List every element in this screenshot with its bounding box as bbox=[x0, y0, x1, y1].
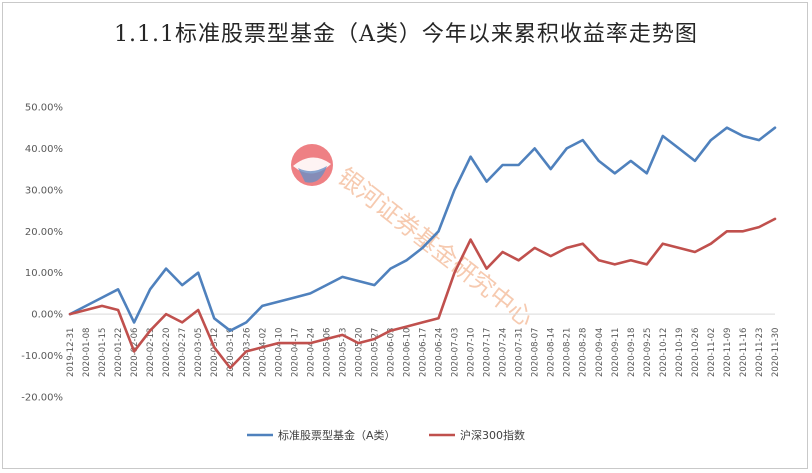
x-tick-label: 2020-08-28 bbox=[579, 328, 589, 377]
y-tick-label: -10.00% bbox=[21, 351, 63, 362]
x-tick-label: 2020-08-07 bbox=[531, 328, 541, 377]
watermark: 银河证券基金研究中心 bbox=[291, 144, 539, 332]
x-tick-label: 2020-11-09 bbox=[723, 328, 733, 377]
x-tick-label: 2020-02-13 bbox=[146, 328, 156, 377]
x-tick-label: 2020-03-05 bbox=[194, 328, 204, 377]
x-tick-label: 2020-02-20 bbox=[162, 328, 172, 377]
x-tick-label: 2020-10-19 bbox=[675, 328, 685, 377]
x-tick-label: 2020-09-18 bbox=[627, 328, 637, 377]
y-tick-label: 20.00% bbox=[25, 227, 63, 238]
x-tick-label: 2020-02-27 bbox=[178, 328, 188, 377]
x-tick-label: 2020-04-24 bbox=[306, 328, 316, 377]
y-tick-label: 10.00% bbox=[25, 268, 63, 279]
x-tick-label: 2020-01-15 bbox=[98, 328, 108, 377]
x-tick-label: 2020-06-24 bbox=[435, 328, 445, 377]
x-tick-label: 2020-04-10 bbox=[274, 328, 284, 377]
x-tick-label: 2020-10-12 bbox=[659, 328, 669, 377]
x-tick-label: 2020-02-06 bbox=[130, 328, 140, 377]
y-tick-label: 40.00% bbox=[25, 144, 63, 155]
x-tick-label: 2020-10-26 bbox=[691, 328, 701, 377]
x-tick-label: 2020-08-14 bbox=[547, 328, 557, 377]
x-tick-label: 2020-08-21 bbox=[563, 328, 573, 377]
x-tick-label: 2020-05-27 bbox=[370, 328, 380, 377]
x-tick-label: 2020-03-19 bbox=[226, 328, 236, 377]
x-tick-label: 2020-04-17 bbox=[290, 328, 300, 377]
x-tick-label: 2020-11-16 bbox=[739, 328, 749, 377]
y-tick-label: 0.00% bbox=[31, 310, 63, 321]
x-tick-label: 2020-03-12 bbox=[210, 328, 220, 377]
y-tick-label: 30.00% bbox=[25, 185, 63, 196]
legend-label-1: 标准股票型基金（A类） bbox=[278, 428, 396, 442]
y-tick-label: 50.00% bbox=[25, 103, 63, 114]
x-tick-label: 2020-11-02 bbox=[707, 328, 717, 377]
x-tick-label: 2020-05-13 bbox=[338, 328, 348, 377]
watermark-logo-icon bbox=[291, 144, 333, 186]
series-line-1 bbox=[68, 126, 777, 333]
series-line-2 bbox=[68, 217, 777, 370]
x-tick-label: 2020-11-30 bbox=[771, 328, 781, 377]
x-tick-label: 2020-06-17 bbox=[419, 328, 429, 377]
x-tick-label: 2020-07-10 bbox=[467, 328, 477, 377]
x-tick-label: 2020-07-17 bbox=[483, 328, 493, 377]
x-tick-label: 2020-01-08 bbox=[82, 328, 92, 377]
y-tick-label: -20.00% bbox=[21, 393, 63, 404]
x-tick-label: 2020-04-02 bbox=[258, 328, 268, 377]
x-tick-label: 2020-09-25 bbox=[643, 328, 653, 377]
watermark-text: 银河证券基金研究中心 bbox=[332, 163, 538, 333]
x-tick-label: 2020-01-22 bbox=[114, 328, 124, 377]
x-tick-label: 2020-09-11 bbox=[611, 328, 621, 377]
x-tick-label: 2020-05-20 bbox=[354, 328, 364, 377]
x-tick-label: 2019-12-31 bbox=[66, 328, 76, 377]
x-tick-label: 2020-09-04 bbox=[595, 328, 605, 377]
x-tick-label: 2020-11-23 bbox=[755, 328, 765, 377]
x-tick-label: 2020-05-06 bbox=[322, 328, 332, 377]
x-tick-label: 2020-07-24 bbox=[499, 328, 509, 377]
x-tick-label: 2020-07-03 bbox=[451, 328, 461, 377]
x-tick-label: 2020-06-10 bbox=[402, 328, 412, 377]
legend-label-2: 沪深300指数 bbox=[460, 428, 525, 442]
chart-title: 1.1.1标准股票型基金（A类）今年以来累积收益率走势图 bbox=[114, 22, 698, 47]
x-tick-label: 2020-07-31 bbox=[515, 328, 525, 377]
x-tick-label: 2020-06-03 bbox=[386, 328, 396, 377]
